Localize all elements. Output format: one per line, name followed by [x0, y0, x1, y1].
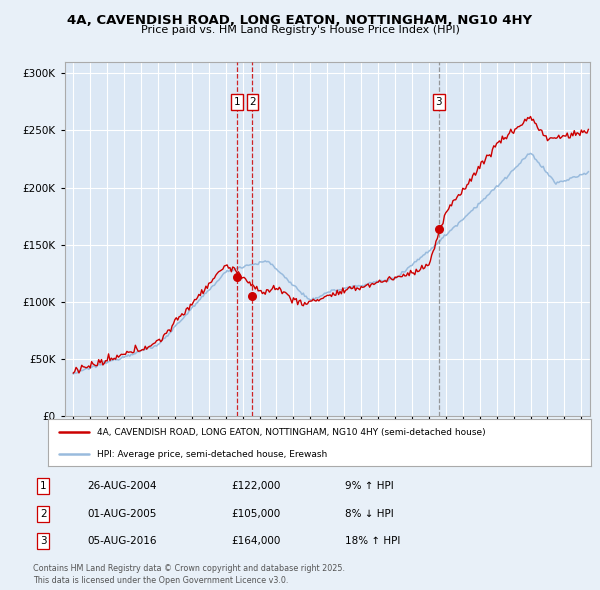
Text: £105,000: £105,000 — [231, 509, 280, 519]
Text: Price paid vs. HM Land Registry's House Price Index (HPI): Price paid vs. HM Land Registry's House … — [140, 25, 460, 35]
Text: 8% ↓ HPI: 8% ↓ HPI — [345, 509, 394, 519]
Text: 1: 1 — [40, 481, 47, 491]
Text: 01-AUG-2005: 01-AUG-2005 — [87, 509, 157, 519]
Text: £164,000: £164,000 — [231, 536, 280, 546]
Text: 3: 3 — [436, 97, 442, 107]
Text: Contains HM Land Registry data © Crown copyright and database right 2025.
This d: Contains HM Land Registry data © Crown c… — [33, 565, 345, 585]
Text: 4A, CAVENDISH ROAD, LONG EATON, NOTTINGHAM, NG10 4HY (semi-detached house): 4A, CAVENDISH ROAD, LONG EATON, NOTTINGH… — [97, 428, 485, 437]
Point — [434, 224, 443, 234]
Text: 4A, CAVENDISH ROAD, LONG EATON, NOTTINGHAM, NG10 4HY: 4A, CAVENDISH ROAD, LONG EATON, NOTTINGH… — [67, 14, 533, 27]
Text: 3: 3 — [40, 536, 47, 546]
Text: 2: 2 — [249, 97, 256, 107]
Text: 2: 2 — [40, 509, 47, 519]
Text: 18% ↑ HPI: 18% ↑ HPI — [345, 536, 400, 546]
Point — [232, 272, 241, 281]
Text: 26-AUG-2004: 26-AUG-2004 — [87, 481, 157, 491]
Text: HPI: Average price, semi-detached house, Erewash: HPI: Average price, semi-detached house,… — [97, 450, 327, 459]
Text: 05-AUG-2016: 05-AUG-2016 — [87, 536, 157, 546]
Text: 9% ↑ HPI: 9% ↑ HPI — [345, 481, 394, 491]
Point — [248, 291, 257, 301]
Text: 1: 1 — [233, 97, 240, 107]
Text: £122,000: £122,000 — [231, 481, 280, 491]
